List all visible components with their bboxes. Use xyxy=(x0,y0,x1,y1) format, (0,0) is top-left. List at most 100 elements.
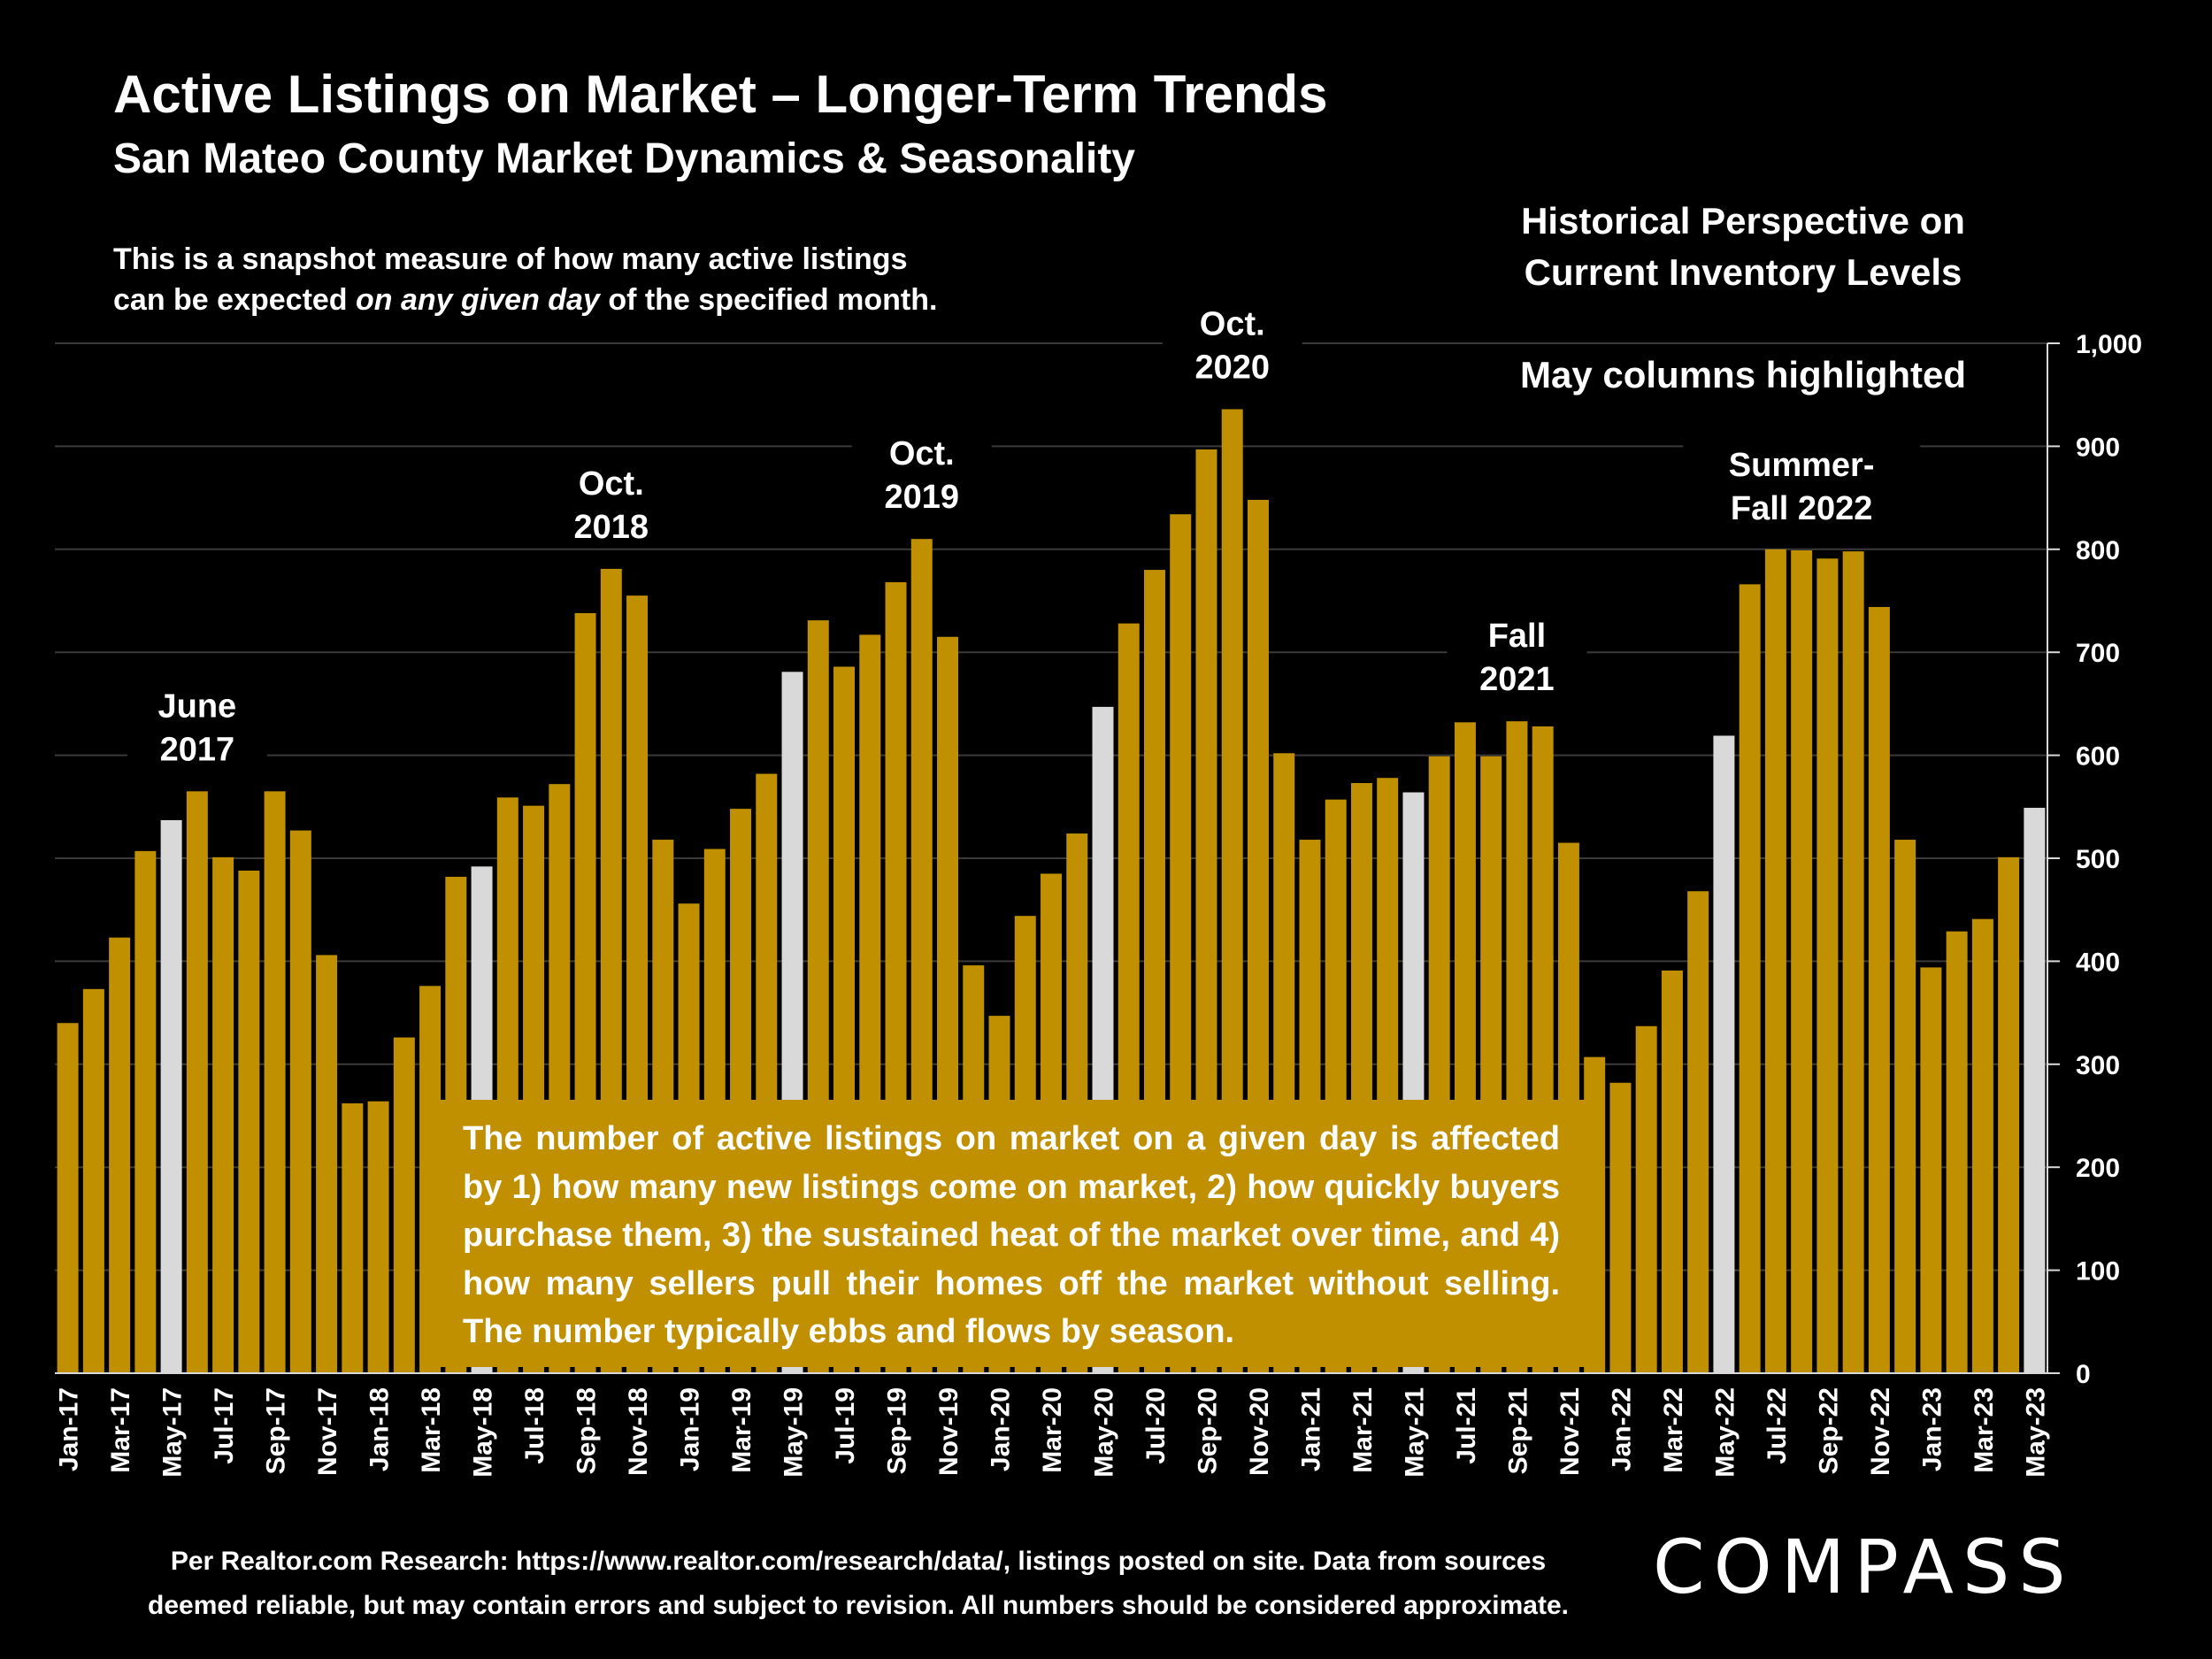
bar xyxy=(1609,1082,1632,1373)
y-tick-label: 400 xyxy=(2076,948,2120,977)
annotation-label: Oct. xyxy=(889,435,955,472)
bar xyxy=(1894,840,1916,1373)
annotation-background xyxy=(541,449,681,544)
annotations: June 2017 Oct. 2018 Oct. 2019 Oct. 2020 Fall 2021… xyxy=(127,290,1921,768)
snapshot-note-emphasis: on any given day xyxy=(356,283,600,317)
x-tick-label: Jul-21 xyxy=(1452,1387,1481,1464)
x-tick-label: Nov-17 xyxy=(313,1387,342,1476)
x-tick-label: Mar-19 xyxy=(727,1387,757,1473)
annotation-label: Fall xyxy=(1488,618,1546,655)
y-tick-label: 200 xyxy=(2076,1154,2120,1183)
annotation-label: Fall 2022 xyxy=(1731,490,1873,527)
annotation-label: Oct. xyxy=(579,465,644,503)
x-tick-label: Jul-22 xyxy=(1763,1387,1792,1464)
bar xyxy=(1764,549,1786,1373)
x-tick-label: Jul-19 xyxy=(831,1387,860,1464)
x-tick-label: Mar-20 xyxy=(1038,1387,1067,1473)
bar xyxy=(57,1023,79,1373)
x-tick-label: Mar-18 xyxy=(417,1387,446,1473)
x-tick-label: Nov-21 xyxy=(1555,1387,1585,1476)
chart-subtitle: San Mateo County Market Dynamics & Seaso… xyxy=(113,135,1135,182)
bar xyxy=(82,988,104,1373)
bar xyxy=(342,1103,364,1373)
perspective-line2: Current Inventory Levels xyxy=(1524,251,1962,293)
bar xyxy=(1584,1056,1606,1373)
x-tick-label: Jan-20 xyxy=(987,1387,1016,1471)
y-tick-label: 100 xyxy=(2076,1257,2120,1286)
x-tick-label: Mar-23 xyxy=(1970,1387,1999,1473)
highlight-note: May columns highlighted xyxy=(1519,354,1967,396)
x-tick-label: Sep-21 xyxy=(1503,1387,1532,1474)
compass-logo: COMPASS xyxy=(1653,1524,2075,1610)
source-note-line2: deemed reliable, but may contain errors … xyxy=(148,1591,1569,1620)
x-tick-label: Sep-17 xyxy=(262,1387,291,1474)
annotation-label: 2017 xyxy=(160,731,235,768)
x-tick-label: Jan-18 xyxy=(365,1387,395,1471)
x-tick-label: May-20 xyxy=(1089,1387,1118,1478)
x-tick-label: Nov-22 xyxy=(1866,1387,1895,1476)
y-tick-label: 600 xyxy=(2076,742,2120,772)
x-tick-label: May-23 xyxy=(2021,1387,2050,1478)
x-tick-label: Mar-17 xyxy=(106,1387,135,1473)
x-tick-label: Sep-22 xyxy=(1814,1387,1843,1474)
x-tick-label: May-19 xyxy=(780,1387,809,1478)
bar xyxy=(134,850,157,1373)
bar xyxy=(1971,918,1993,1373)
x-tick-label: Jul-18 xyxy=(520,1387,549,1464)
x-axis-labels: Jan-17 Mar-17 May-17 Jul-17 Sep-17 Nov-17 Jan-… xyxy=(55,1387,2051,1478)
annotation-label: Summer- xyxy=(1729,447,1875,484)
snapshot-note-line2: can be expected on any given day of the … xyxy=(113,283,937,318)
annotation-label: June xyxy=(158,687,237,725)
x-tick-label: May-18 xyxy=(469,1387,498,1478)
bar xyxy=(1739,584,1761,1373)
x-tick-label: Mar-21 xyxy=(1348,1387,1378,1473)
bar xyxy=(1661,970,1683,1373)
bar xyxy=(264,791,286,1373)
source-note-line1: Per Realtor.com Research: https://www.re… xyxy=(170,1547,1547,1576)
x-tick-label: Jan-23 xyxy=(1917,1387,1947,1471)
bar xyxy=(1816,558,1839,1373)
bar xyxy=(186,791,208,1373)
bar xyxy=(1635,1025,1657,1373)
x-tick-label: Nov-18 xyxy=(624,1387,653,1476)
bar xyxy=(238,870,260,1373)
x-tick-label: Nov-19 xyxy=(934,1387,964,1476)
x-tick-label: May-17 xyxy=(158,1387,188,1478)
x-tick-label: Jan-22 xyxy=(1607,1387,1636,1471)
annotation-background xyxy=(1162,290,1302,385)
annotation-background xyxy=(127,672,267,767)
x-tick-label: Jul-17 xyxy=(210,1387,239,1464)
y-tick-label: 300 xyxy=(2076,1051,2120,1080)
perspective-line1: Historical Perspective on xyxy=(1521,200,1965,242)
info-box xyxy=(440,1100,1586,1367)
bar xyxy=(1868,606,1890,1373)
y-tick-label: 500 xyxy=(2076,845,2120,874)
bar xyxy=(316,955,338,1373)
bar xyxy=(1998,856,2020,1373)
bar xyxy=(109,937,131,1373)
annotation-background xyxy=(1683,431,1921,526)
snapshot-note-line1: This is a snapshot measure of how many a… xyxy=(113,242,908,276)
y-tick-label: 800 xyxy=(2076,536,2120,565)
annotation-label: 2018 xyxy=(574,509,649,546)
annotation-label: 2021 xyxy=(1479,661,1555,698)
bar-highlighted xyxy=(1713,735,1735,1373)
x-tick-label: Mar-22 xyxy=(1659,1387,1688,1473)
y-axis: 0 100 200 300 400 500 600 700 800 900 1,000 xyxy=(55,330,2142,1389)
x-tick-label: May-21 xyxy=(1400,1387,1429,1478)
x-tick-label: May-22 xyxy=(1710,1387,1740,1478)
bar-highlighted xyxy=(160,819,182,1373)
bar xyxy=(367,1101,389,1373)
bar-highlighted xyxy=(2024,807,2046,1373)
bar xyxy=(393,1037,415,1373)
annotation-label: 2020 xyxy=(1194,349,1270,386)
bar xyxy=(1920,967,1942,1373)
bar xyxy=(1842,551,1864,1373)
x-tick-label: Sep-19 xyxy=(883,1387,912,1474)
x-tick-label: Jan-21 xyxy=(1296,1387,1325,1471)
annotation-label: Oct. xyxy=(1200,305,1265,342)
bar xyxy=(289,830,311,1373)
snapshot-note-post: of the specified month. xyxy=(599,283,938,317)
snapshot-note-pre: can be expected xyxy=(113,283,357,317)
